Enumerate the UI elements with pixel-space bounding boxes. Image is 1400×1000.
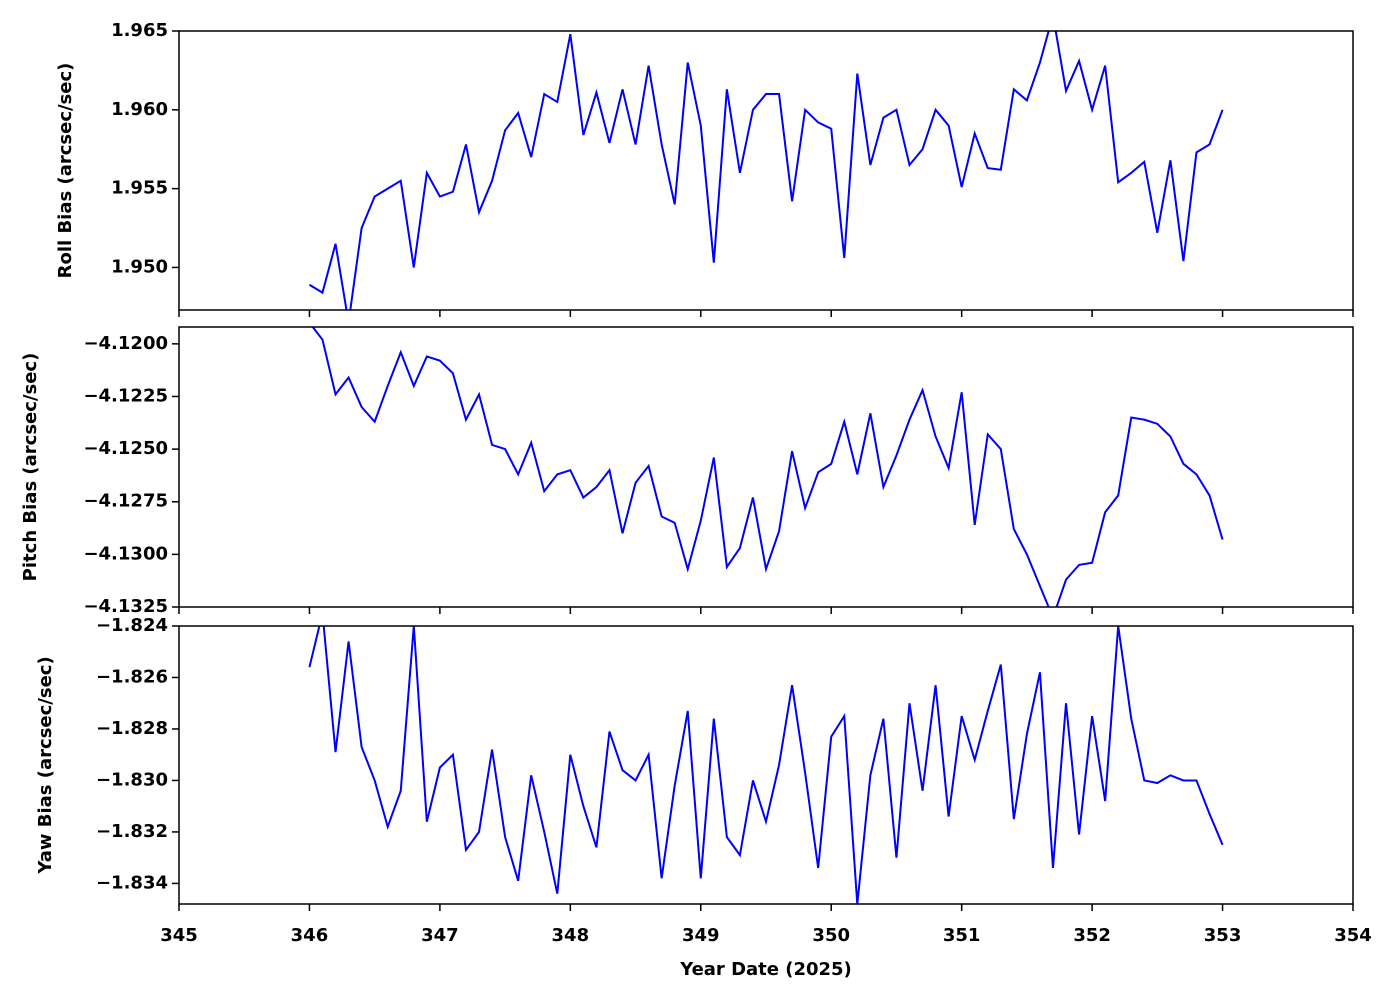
x-tick-label: 346 [291,925,329,946]
y-tick-label: −1.834 [96,872,168,893]
data-line [308,31,1224,310]
y-axis-label: Yaw Bias (arcsec/sec) [35,656,56,874]
axes-frame [178,625,1354,905]
x-tick-label: 350 [812,925,850,946]
plot-area [308,626,1224,904]
y-tick-label: −1.832 [96,821,168,842]
x-tick-label: 347 [421,925,459,946]
y-tick-label: 1.955 [111,178,168,199]
x-tick-label: 353 [1204,925,1242,946]
axes-frame [178,30,1354,311]
data-line [311,327,1224,607]
y-tick-label: −4.1225 [83,385,168,406]
y-axis-label: Pitch Bias (arcsec/sec) [20,353,41,582]
plot-area [311,327,1224,607]
y-tick-label: −4.1275 [83,491,168,512]
x-axis-label: Year Date (2025) [679,959,852,980]
x-tick-label: 348 [552,925,590,946]
y-tick-label: −4.1300 [83,543,168,564]
x-tick-label: 354 [1334,925,1372,946]
data-line [308,626,1224,904]
y-tick-label: 1.960 [111,99,168,120]
x-tick-label: 345 [160,925,198,946]
y-tick-label: −1.826 [96,666,168,687]
x-tick-label: 352 [1073,925,1111,946]
y-tick-label: −4.1325 [83,596,168,617]
y-tick-label: −1.830 [96,769,168,790]
y-tick-label: −1.828 [96,718,168,739]
y-axis-label: Roll Bias (arcsec/sec) [55,63,76,279]
y-tick-label: −1.824 [96,615,168,636]
axes-frame [178,326,1354,608]
y-tick-label: −4.1250 [83,438,168,459]
plot-area [308,31,1224,310]
y-tick-label: 1.965 [111,20,168,41]
x-tick-label: 351 [943,925,981,946]
y-tick-label: −4.1200 [83,333,168,354]
x-tick-label: 349 [682,925,720,946]
y-tick-label: 1.950 [111,256,168,277]
